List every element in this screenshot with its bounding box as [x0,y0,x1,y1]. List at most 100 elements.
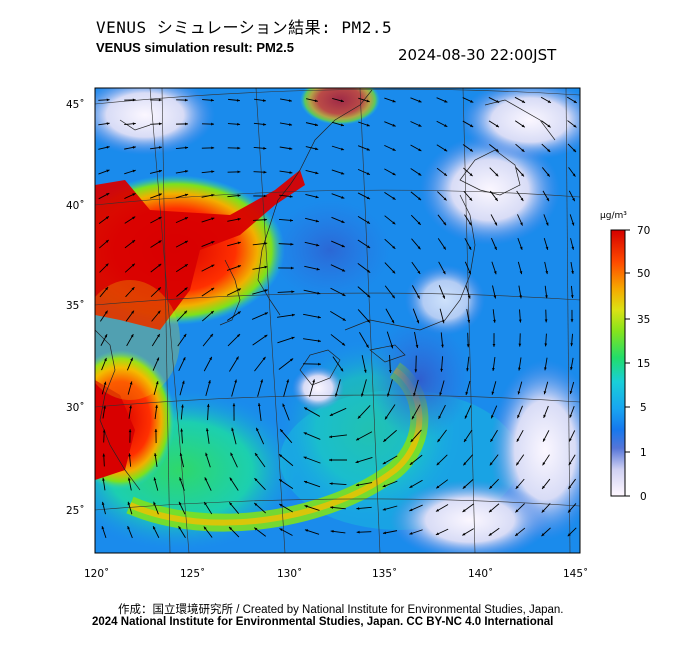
wind-arrow-head [208,380,211,384]
wind-arrow-head [463,462,467,466]
wind-arrow-head [289,147,293,150]
wind-arrow-head [236,334,241,338]
wind-arrow-head [158,122,162,126]
wind-arrow-head [179,452,183,457]
wind-arrow-head [392,196,396,200]
wind-arrow-head [543,391,547,395]
wind-arrow-head [254,502,258,506]
wind-arrow-head [493,271,497,275]
wind-arrow-head [363,369,367,373]
wind-arrow-head [264,334,268,338]
wind-arrow-head [366,196,370,200]
wind-arrow-head [417,270,421,274]
wind-arrow-head [264,289,268,292]
wind-arrow-head [129,405,132,409]
wind-arrow-head [101,526,105,530]
wind-arrow-head [264,242,268,245]
wind-arrow-head [127,501,131,505]
wind-arrow-head [392,221,396,225]
wind-arrow-head [230,452,234,456]
wind-arrow-head [318,362,321,366]
wind-arrow [389,354,391,374]
wind-arrow-head [520,197,524,202]
colorbar-tick-50: 50 [637,268,650,280]
wind-arrow-head [365,344,369,348]
wind-arrow-head [340,147,345,151]
wind-arrow-head [439,392,443,396]
wind-arrow-head [329,482,333,486]
wind-arrow-head [282,403,286,407]
wind-arrow-head [519,271,523,275]
wind-arrow-head [544,319,548,323]
wind-arrow-head [153,477,157,481]
wind-arrow-head [130,357,133,361]
wind-arrow-head [568,485,572,489]
wind-arrow-head [211,122,215,126]
wind-arrow-head [178,526,182,530]
wind-arrow-head [329,413,333,416]
wind-arrow-head [521,148,525,152]
lon-label-125: 125˚ [180,568,205,580]
wind-arrow-head [390,345,394,349]
wind-arrow-head [291,336,295,340]
wind-arrow-head [416,320,420,324]
wind-arrow-head [493,319,496,323]
wind-arrow-head [279,479,283,483]
wind-arrow-head [289,171,293,174]
wind-arrow-head [569,414,573,418]
wind-arrow-head [304,407,308,411]
wind-arrow-head [303,432,307,435]
wind-arrow-head [440,368,443,372]
wind-arrow-head [470,99,474,103]
wind-arrow-head [417,197,422,201]
wind-arrow-head [106,122,110,126]
wind-arrow-head [341,244,345,248]
wind-arrow-head [237,241,241,245]
wind-arrow-head [132,98,136,102]
wind-arrow-head [210,333,213,337]
wind-arrow-head [492,367,495,371]
wind-arrow-head [340,99,344,103]
wind-arrow-head [516,462,520,466]
lat-label-40: 40˚ [66,200,85,212]
wind-arrow-head [127,477,131,481]
wind-arrow-head [410,439,414,443]
wind-arrow-head [210,98,214,102]
wind-arrow-head [418,148,422,151]
wind-arrow-head [516,438,520,442]
wind-arrow-head [443,172,447,176]
wind-arrow-head [443,246,446,250]
wind-arrow-head [205,452,208,456]
wind-arrow-head [547,100,551,103]
wind-arrow-head [366,147,370,151]
wind-arrow-head [184,193,189,197]
wind-arrow-head [154,453,157,457]
wind-arrow-head [235,356,239,360]
wind-arrow-head [290,266,294,270]
wind-arrow-head [443,197,447,201]
wind-arrow [383,429,397,443]
wind-arrow-head [489,485,493,489]
wind-arrow-head [330,530,334,533]
wind-arrow-head [341,196,345,199]
wind-arrow-head [317,315,321,319]
wind-arrow-head [155,381,159,385]
wind-arrow-head [185,170,189,173]
wind-arrow-head [102,477,105,481]
wind-arrow-head [392,148,396,151]
title-english: VENUS simulation result: PM2.5 [96,40,294,55]
wind-arrow-head [157,334,160,338]
wind-arrow-head [545,246,549,250]
wind-arrow-head [314,123,319,127]
wind-arrow-head [289,195,293,198]
wind-arrow [355,431,373,441]
wind-arrow-head [153,526,156,530]
wind-arrow-head [237,265,241,268]
title-japanese: VENUS シミュレーション結果: PM2.5 [96,18,393,37]
wind-arrow-head [383,438,387,442]
wind-arrow [309,379,315,397]
wind-arrow-head [127,526,130,530]
wind-arrow-head [158,193,162,197]
wind-arrow-head [570,343,574,347]
wind-arrow [303,313,321,319]
